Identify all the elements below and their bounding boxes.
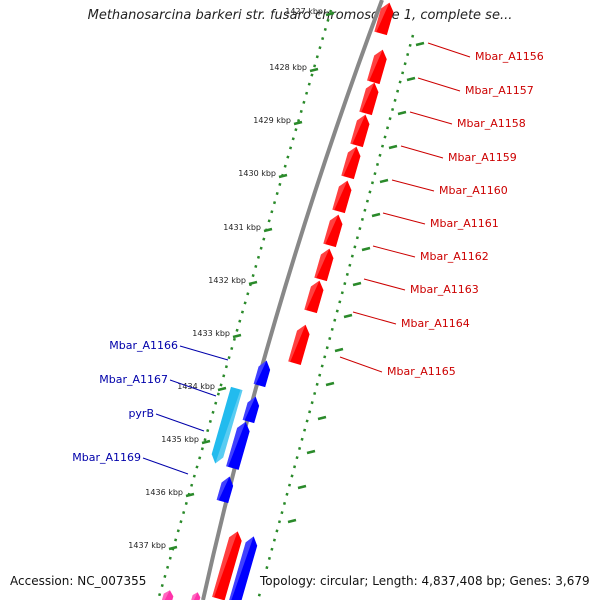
label-leader-line [339,356,383,373]
tick-label: 1428 kbp [269,63,307,72]
label-leader-line [427,42,471,58]
gene-label[interactable]: Mbar_A1165 [387,365,456,378]
gene-label[interactable]: Mbar_A1163 [410,283,479,296]
tick-mark [217,386,227,392]
tick-label: 1437 kbp [128,541,166,550]
reverse-gene-arrow[interactable] [226,420,252,470]
gene-label[interactable]: Mbar_A1169 [72,451,141,464]
tick-mark [201,439,211,445]
forward-gene-arrow[interactable] [341,145,362,180]
forward-gene-arrow[interactable] [374,1,395,36]
tick-mark [361,246,371,252]
label-leader-line [169,379,217,397]
label-leader-line [382,212,426,225]
tick-mark [397,110,407,116]
forward-gene-arrow[interactable] [359,81,380,116]
tick-mark [317,415,327,421]
gene-label[interactable]: Mbar_A1164 [401,317,470,330]
reverse-gene-arrow[interactable] [216,475,236,504]
gene-label[interactable]: Mbar_A1156 [475,50,544,63]
gene-label[interactable]: Mbar_A1158 [457,117,526,130]
other-feature-arrow[interactable] [190,591,202,600]
tick-mark [371,212,381,218]
reverse-gene-arrow[interactable] [253,359,273,388]
tick-label: 1433 kbp [192,329,230,338]
tick-mark [415,41,425,47]
label-leader-line [400,145,444,159]
forward-gene-arrow[interactable] [288,323,312,366]
gene-label[interactable]: pyrB [128,407,154,420]
tick-mark [352,281,362,287]
tick-mark [325,11,335,17]
tick-mark [185,492,195,498]
tick-label: 1430 kbp [238,169,276,178]
tick-label: 1427 kbp [285,7,323,16]
tick-label: 1431 kbp [223,223,261,232]
tick-label: 1429 kbp [253,116,291,125]
backbone-arc [201,0,384,600]
reverse-gene-arrow[interactable] [228,535,260,600]
forward-gene-arrow[interactable] [212,530,244,600]
forward-gene-arrow[interactable] [332,179,353,214]
tick-mark [297,484,307,490]
label-leader-line [391,179,435,192]
tick-mark [309,67,319,73]
label-leader-line [179,345,229,361]
tick-mark [248,280,258,286]
gene-label[interactable]: Mbar_A1159 [448,151,517,164]
label-leader-line [352,311,397,325]
gene-label[interactable]: Mbar_A1160 [439,184,508,197]
tick-label: 1436 kbp [145,488,183,497]
label-leader-line [417,77,461,92]
tick-mark [168,545,178,551]
gene-label[interactable]: Mbar_A1157 [465,84,534,97]
tick-mark [334,347,344,353]
tick-mark [287,518,297,524]
forward-gene-arrow[interactable] [367,48,389,85]
topology-summary: Topology: circular; Length: 4,837,408 bp… [258,574,592,588]
reverse-gene-arrow[interactable] [242,395,262,424]
forward-gene-arrow[interactable] [323,213,344,248]
rna-gene-arrow[interactable] [209,386,243,465]
tick-mark [232,333,242,339]
tick-mark [379,178,389,184]
tick-label: 1435 kbp [161,435,199,444]
tick-mark [263,227,273,233]
tick-label: 1432 kbp [208,276,246,285]
tick-mark [306,449,316,455]
forward-gene-arrow[interactable] [350,113,371,148]
label-leader-line [155,413,205,432]
tick-mark [293,120,303,126]
gene-label[interactable]: Mbar_A1167 [99,373,168,386]
gene-label[interactable]: Mbar_A1161 [430,217,499,230]
accession-text: Accession: NC_007355 [8,574,149,588]
gene-label[interactable]: Mbar_A1162 [420,250,489,263]
tick-layer: 1427 kbp 1428 kbp 1429 kbp 1430 kbp 1431 kbp… [128,7,425,551]
map-title: Methanosarcina barkeri str. fusaro chrom… [87,8,513,23]
tick-mark [325,381,335,387]
forward-gene-arrow[interactable] [304,279,325,314]
label-leader-line [409,111,453,125]
tick-mark [406,76,416,82]
forward-gene-arrow[interactable] [314,247,335,282]
tick-mark [343,313,353,319]
label-leader-line [372,245,416,258]
label-leader-line [363,278,406,291]
label-leader-line [142,457,189,475]
inner-dotted-ring [156,9,333,600]
gene-label[interactable]: Mbar_A1166 [109,339,178,352]
label-layer: Mbar_A1156 Mbar_A1157 Mbar_A1158 Mbar_A1159… [72,42,544,475]
tick-mark [278,173,288,179]
tick-label: 1434 kbp [177,382,215,391]
gene-layer [161,1,395,600]
other-feature-arrow[interactable] [161,589,174,600]
tick-mark [388,144,398,150]
